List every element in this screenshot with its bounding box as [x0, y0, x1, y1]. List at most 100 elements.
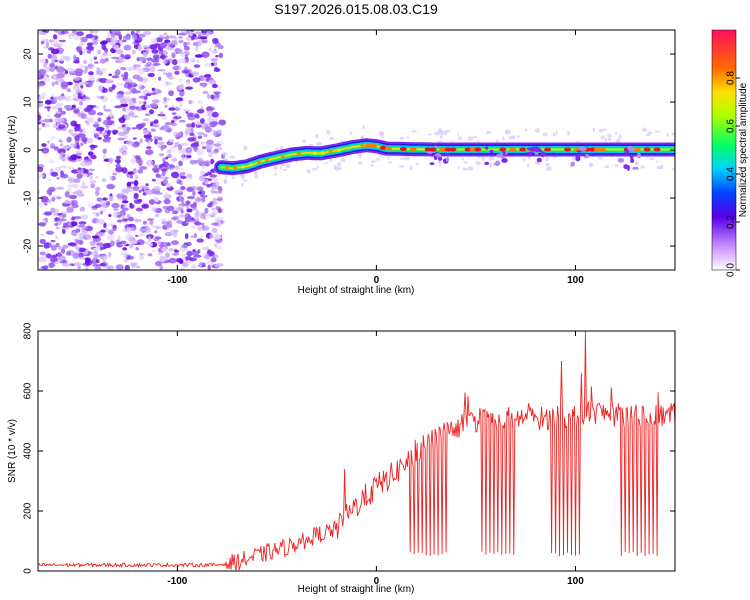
noise-speckle — [174, 249, 180, 253]
noise-speckle — [161, 34, 168, 38]
noise-speckle — [77, 193, 85, 197]
noise-speckle — [73, 178, 81, 184]
noise-speckle — [165, 156, 169, 160]
noise-speckle — [218, 84, 222, 91]
noise-speckle — [151, 103, 159, 108]
noise-speckle — [184, 216, 191, 223]
noise-speckle — [72, 191, 80, 195]
noise-speckle — [180, 185, 186, 191]
noise-speckle — [162, 116, 168, 121]
noise-speckle — [181, 69, 190, 74]
ridge-hot-spot — [509, 147, 517, 152]
noise-speckle — [122, 151, 129, 156]
ridge-blob — [444, 153, 451, 157]
noise-speckle — [113, 211, 118, 218]
ridge-hot-spot — [399, 147, 407, 151]
noise-speckle — [138, 253, 145, 256]
noise-speckle — [152, 249, 155, 253]
noise-speckle — [177, 113, 181, 118]
noise-speckle — [203, 74, 212, 78]
noise-speckle — [204, 254, 211, 260]
noise-speckle — [86, 122, 90, 126]
noise-speckle — [173, 131, 182, 138]
noise-speckle — [147, 253, 153, 257]
noise-speckle — [123, 71, 129, 78]
noise-speckle — [194, 141, 200, 145]
noise-speckle — [202, 91, 209, 94]
noise-speckle — [44, 38, 49, 42]
ridge-warm-spot — [280, 154, 285, 158]
noise-speckle — [172, 59, 177, 66]
noise-speckle — [114, 69, 121, 76]
noise-speckle — [115, 166, 124, 173]
faint-speckle — [552, 132, 556, 137]
faint-speckle — [567, 130, 570, 136]
noise-speckle — [175, 97, 184, 102]
noise-speckle — [51, 197, 56, 202]
noise-speckle — [187, 117, 196, 121]
noise-speckle — [73, 76, 80, 82]
x-tick-label: 100 — [567, 576, 584, 587]
noise-speckle — [95, 133, 100, 139]
noise-speckle — [102, 119, 111, 126]
noise-speckle — [210, 257, 217, 263]
noise-speckle — [135, 234, 139, 238]
noise-speckle — [210, 50, 219, 54]
noise-speckle — [141, 204, 149, 209]
noise-speckle — [178, 196, 183, 202]
noise-speckle — [160, 54, 166, 60]
noise-speckle — [95, 126, 105, 132]
noise-speckle — [166, 72, 173, 78]
colorbar-label: Normalized spectral amplitude — [738, 82, 749, 217]
noise-speckle — [215, 55, 219, 58]
noise-speckle — [73, 108, 80, 115]
noise-speckle — [38, 114, 42, 121]
faint-speckle — [666, 132, 669, 137]
noise-speckle — [139, 166, 148, 170]
faint-speckle — [488, 156, 495, 161]
faint-speckle — [535, 161, 539, 164]
noise-speckle — [122, 207, 129, 212]
noise-speckle — [124, 56, 131, 60]
faint-speckle — [280, 166, 282, 170]
noise-speckle — [72, 252, 80, 259]
noise-speckle — [208, 153, 213, 158]
faint-speckle — [371, 160, 376, 163]
ridge-hot-spot — [499, 147, 507, 152]
noise-speckle — [206, 143, 214, 150]
noise-speckle — [197, 131, 205, 136]
colorbar-tick-label: 0.6 — [726, 119, 737, 133]
noise-speckle — [187, 137, 196, 142]
ridge-warm-spot — [264, 158, 270, 162]
noise-speckle — [201, 83, 207, 88]
noise-speckle — [76, 235, 82, 240]
noise-speckle — [211, 111, 219, 118]
noise-speckle — [178, 78, 183, 82]
noise-speckle — [116, 193, 125, 199]
noise-speckle — [77, 93, 83, 100]
noise-speckle — [199, 195, 208, 198]
noise-speckle — [129, 204, 134, 209]
noise-speckle — [166, 58, 173, 63]
noise-speckle — [86, 45, 94, 51]
noise-speckle — [91, 217, 99, 224]
noise-speckle — [131, 49, 136, 55]
noise-speckle — [165, 182, 172, 188]
noise-speckle — [178, 90, 185, 97]
noise-speckle — [185, 86, 194, 90]
noise-speckle — [138, 189, 142, 193]
ridge-blob — [437, 156, 443, 161]
ridge-blob — [540, 151, 546, 158]
noise-speckle — [125, 97, 133, 103]
noise-speckle — [70, 132, 79, 136]
noise-speckle — [184, 73, 189, 78]
noise-speckle — [162, 157, 166, 163]
noise-speckle — [89, 57, 93, 64]
noise-speckle — [110, 36, 118, 42]
noise-speckle — [212, 197, 217, 202]
faint-speckle — [315, 134, 319, 139]
noise-speckle — [159, 42, 167, 49]
noise-speckle — [129, 240, 138, 245]
noise-speckle — [43, 242, 53, 249]
